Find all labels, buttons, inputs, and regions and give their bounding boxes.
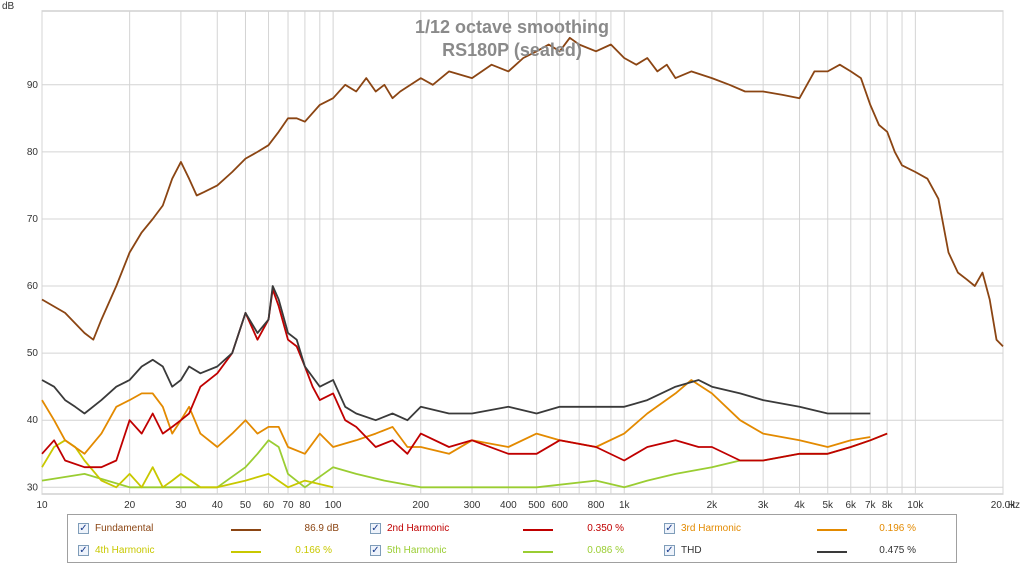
x-tick-label: 20 [124,500,136,511]
series-line-thd [41,285,871,422]
legend-swatch-5th-harmonic [523,551,553,553]
legend-swatch-4th-harmonic [231,551,261,553]
legend-value-5th-harmonic: 0.086 % [587,545,624,556]
x-tick-label: 7k [865,500,877,511]
series-line-3rd-harmonic [41,379,871,455]
legend-swatch-2nd-harmonic [523,529,553,531]
legend-value-4th-harmonic: 0.166 % [295,545,332,556]
x-tick-label: 3k [758,500,770,511]
x-axis-unit: Hz [1008,500,1020,511]
x-tick-label: 4k [794,500,806,511]
legend-checkbox-fundamental[interactable]: ✓ [78,523,89,534]
y-tick-label: 70 [27,214,39,225]
series-line-fundamental [41,36,1004,348]
legend-label-4th-harmonic: 4th Harmonic [95,545,155,556]
y-axis-label: dB [2,1,15,12]
legend-label-thd: THD [681,545,702,556]
legend-item-5th-harmonic[interactable]: ✓ 5th Harmonic 0.086 % [370,542,650,560]
x-tick-label: 10 [36,500,48,511]
x-tick-label: 300 [464,500,481,511]
y-tick-label: 80 [27,147,39,158]
x-tick-label: 10k [907,500,924,511]
x-tick-label: 200 [412,500,429,511]
legend-checkbox-2nd-harmonic[interactable]: ✓ [370,523,381,534]
plot-area [41,10,1004,495]
legend-checkbox-thd[interactable]: ✓ [664,545,675,556]
legend-checkbox-4th-harmonic[interactable]: ✓ [78,545,89,556]
y-tick-label: 50 [27,348,39,359]
legend-item-4th-harmonic[interactable]: ✓ 4th Harmonic 0.166 % [78,542,358,560]
legend-label-fundamental: Fundamental [95,523,154,534]
x-tick-label: 8k [882,500,894,511]
series-line-2nd-harmonic [41,288,888,469]
legend-swatch-fundamental [231,529,261,531]
x-tick-label: 40 [212,500,224,511]
legend-swatch-thd [817,551,847,553]
distortion-chart: 30 40 50 60 70 80 90 dB 10 20 30 40 50 60 70 80 100 200 30… [2,1,1020,511]
legend-checkbox-3rd-harmonic[interactable]: ✓ [664,523,675,534]
x-tick-label: 60 [263,500,275,511]
legend-swatch-3rd-harmonic [817,529,847,531]
x-tick-label: 6k [845,500,857,511]
legend-item-thd[interactable]: ✓ THD 0.475 % [664,542,944,560]
legend-label-2nd-harmonic: 2nd Harmonic [387,523,450,534]
y-tick-label: 40 [27,415,39,426]
legend-value-thd: 0.475 % [879,545,916,556]
legend-value-fundamental: 86.9 dB [304,523,339,534]
legend-label-3rd-harmonic: 3rd Harmonic [681,523,742,534]
legend-value-2nd-harmonic: 0.350 % [587,523,624,534]
x-tick-label: 5k [822,500,834,511]
chart-title: 1/12 octave smoothing [415,17,609,37]
x-tick-label: 70 [282,500,294,511]
x-tick-label: 30 [175,500,187,511]
y-tick-label: 90 [27,80,39,91]
x-tick-label: 600 [551,500,568,511]
legend-item-2nd-harmonic[interactable]: ✓ 2nd Harmonic 0.350 % [370,520,650,538]
y-tick-label: 30 [27,482,39,493]
x-tick-label: 1k [619,500,631,511]
legend-item-fundamental[interactable]: ✓ Fundamental 86.9 dB [78,520,358,538]
x-tick-label: 20.0k [991,500,1016,511]
x-tick-label: 80 [299,500,311,511]
x-tick-label: 100 [325,500,342,511]
x-tick-label: 400 [500,500,517,511]
x-tick-label: 2k [707,500,719,511]
legend-item-3rd-harmonic[interactable]: ✓ 3rd Harmonic 0.196 % [664,520,944,538]
y-tick-label: 60 [27,281,39,292]
x-tick-label: 500 [528,500,545,511]
chart-subtitle: RS180P (sealed) [442,40,582,60]
legend-label-5th-harmonic: 5th Harmonic [387,545,447,556]
legend-checkbox-5th-harmonic[interactable]: ✓ [370,545,381,556]
x-tick-label: 50 [240,500,252,511]
legend-value-3rd-harmonic: 0.196 % [879,523,916,534]
x-tick-label: 800 [588,500,605,511]
legend: ✓ Fundamental 86.9 dB ✓ 2nd Harmonic 0.3… [67,514,957,563]
